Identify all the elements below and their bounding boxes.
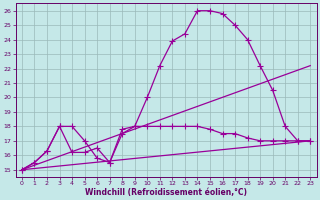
X-axis label: Windchill (Refroidissement éolien,°C): Windchill (Refroidissement éolien,°C) xyxy=(85,188,247,197)
